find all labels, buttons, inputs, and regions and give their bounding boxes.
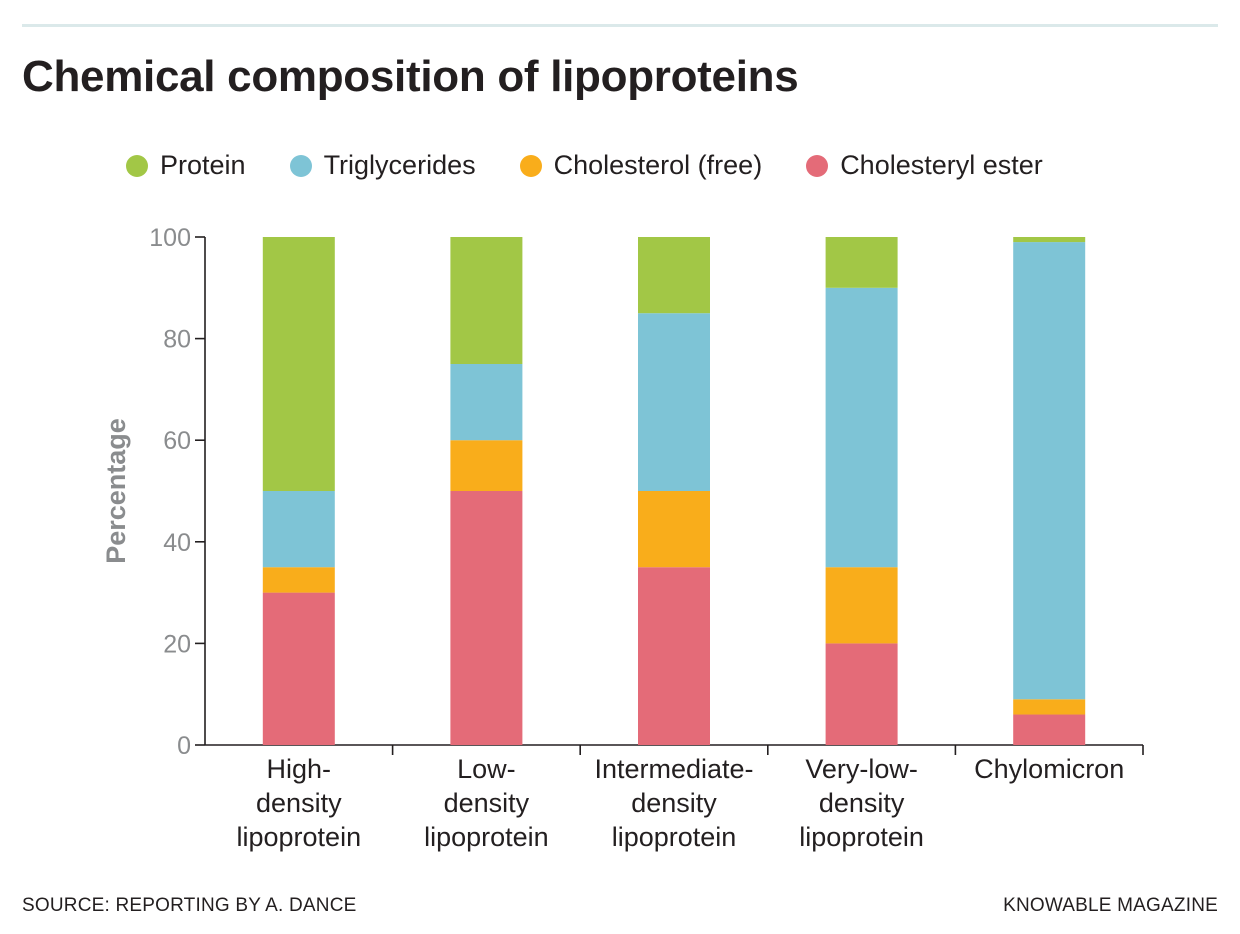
bar-protein (1013, 237, 1086, 243)
x-category-label: lipoprotein (799, 822, 924, 852)
legend: Protein Triglycerides Cholesterol (free) Ch… (126, 150, 1087, 181)
chart-title: Chemical composition of lipoproteins (22, 52, 799, 101)
y-tick-label: 0 (177, 732, 191, 760)
bar-protein (638, 237, 710, 314)
bar-protein (262, 237, 335, 491)
x-category-label: lipoprotein (424, 822, 549, 852)
bar-triglycerides (450, 364, 523, 441)
bar-protein (825, 237, 898, 288)
legend-item-triglycerides: Triglycerides (289, 150, 476, 181)
x-category-label: High- (267, 754, 332, 784)
y-axis-title: Percentage (101, 418, 131, 564)
legend-swatch-cholesterol-free (519, 154, 542, 177)
x-category-label: Intermediate- (594, 754, 753, 784)
x-category-label: Chylomicron (974, 754, 1124, 784)
bar-triglycerides (825, 287, 898, 568)
bar-cholesterol-free (1013, 699, 1086, 715)
bar-cholesterol-free (825, 567, 898, 644)
bar-triglycerides (1013, 242, 1086, 700)
bar-cholesterol-free (262, 567, 335, 593)
bar-cholesteryl-ester (262, 592, 335, 745)
x-category-label: density (819, 788, 905, 818)
bar-triglycerides (262, 491, 335, 568)
legend-item-protein: Protein (126, 150, 246, 181)
bar-cholesteryl-ester (450, 491, 523, 745)
x-category-label: lipoprotein (612, 822, 737, 852)
x-category-label: Very-low- (805, 754, 918, 784)
y-tick-label: 80 (163, 326, 191, 354)
x-category-label: lipoprotein (237, 822, 362, 852)
legend-item-cholesteryl-ester: Cholesteryl ester (806, 150, 1043, 181)
legend-swatch-protein (126, 154, 148, 177)
source-credit: SOURCE: REPORTING BY A. DANCE (22, 895, 357, 916)
legend-label: Cholesteryl ester (840, 150, 1043, 180)
x-category-label: density (444, 788, 530, 818)
publisher-credit: KNOWABLE MAGAZINE (1003, 895, 1218, 916)
bar-cholesterol-free (638, 491, 710, 568)
legend-label: Protein (160, 150, 246, 180)
top-rule (22, 24, 1218, 27)
y-tick-label: 40 (163, 529, 191, 557)
y-tick-label: 60 (163, 427, 191, 455)
x-category-label: Low- (457, 754, 516, 784)
legend-swatch-cholesteryl-ester (806, 154, 829, 177)
bar-cholesteryl-ester (1013, 714, 1086, 745)
legend-label: Cholesterol (free) (553, 150, 763, 180)
y-tick-label: 100 (149, 224, 191, 252)
x-category-label: density (631, 788, 717, 818)
bar-triglycerides (638, 313, 710, 491)
legend-swatch-triglycerides (289, 154, 312, 177)
legend-item-cholesterol-free: Cholesterol (free) (519, 150, 763, 181)
bar-protein (450, 237, 523, 364)
y-tick-label: 20 (163, 630, 191, 658)
bar-cholesterol-free (450, 440, 523, 491)
legend-label: Triglycerides (323, 150, 476, 180)
stacked-bar-chart: 0 20 40 60 80 100 Percentage High-density lipopr… (101, 224, 1144, 852)
x-category-label: density (256, 788, 342, 818)
bar-cholesteryl-ester (825, 643, 898, 745)
bar-cholesteryl-ester (638, 567, 710, 745)
